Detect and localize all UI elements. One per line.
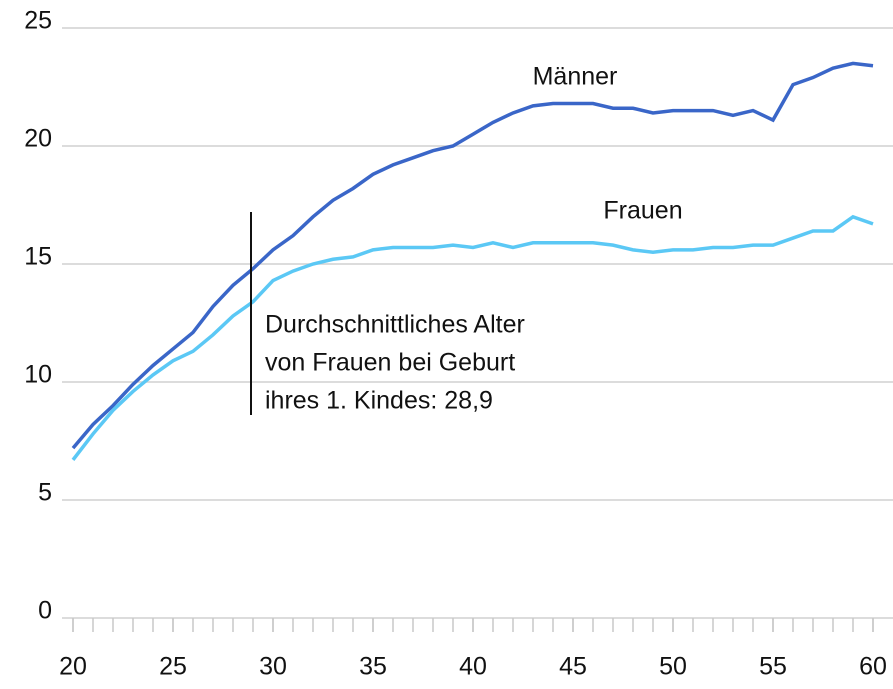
series-line [71, 61, 874, 450]
annotation-text: Durchschnittliches Alter [265, 311, 525, 339]
x-tick-label: 30 [259, 653, 287, 681]
annotation-text: ihres 1. Kindes: 28,9 [265, 387, 493, 415]
x-tick-label: 55 [759, 653, 787, 681]
x-tick-label: 25 [159, 653, 187, 681]
annotation-text: von Frauen bei Geburt [265, 349, 515, 377]
y-tick-label: 15 [24, 243, 52, 271]
series-label: Männer [533, 63, 618, 91]
x-tick-label: 20 [59, 653, 87, 681]
series-label: Frauen [603, 197, 682, 225]
x-tick-label: 50 [659, 653, 687, 681]
x-tick-label: 35 [359, 653, 387, 681]
y-tick-label: 25 [24, 7, 52, 35]
x-tick-label: 60 [859, 653, 887, 681]
y-tick-label: 10 [24, 361, 52, 389]
series-line [71, 214, 874, 461]
x-tick-label: 40 [459, 653, 487, 681]
y-tick-label: 20 [24, 125, 52, 153]
y-tick-label: 5 [38, 479, 52, 507]
y-tick-label: 0 [38, 597, 52, 625]
x-tick-label: 45 [559, 653, 587, 681]
